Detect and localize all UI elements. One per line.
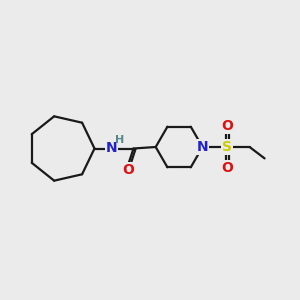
Text: H: H — [115, 135, 124, 145]
Text: S: S — [222, 140, 232, 154]
Text: N: N — [106, 142, 118, 155]
Text: O: O — [221, 161, 233, 175]
Text: O: O — [221, 119, 233, 133]
Text: N: N — [197, 140, 208, 154]
Text: O: O — [122, 163, 134, 177]
